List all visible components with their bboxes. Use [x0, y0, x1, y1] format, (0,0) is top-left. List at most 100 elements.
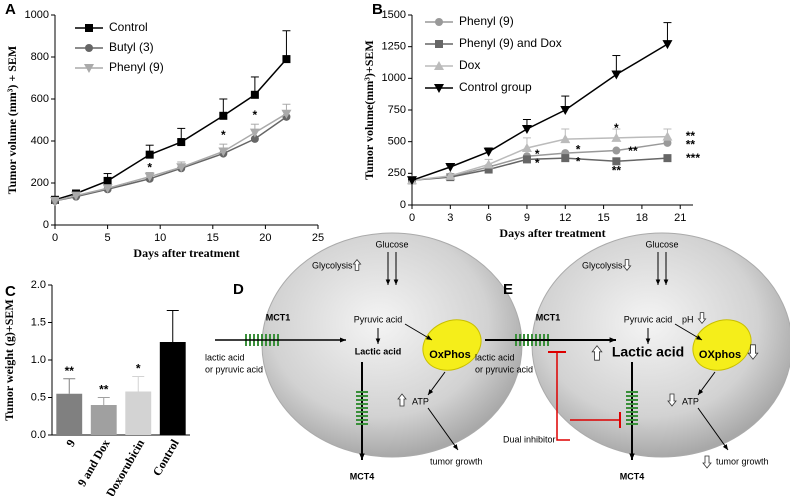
- bar: [125, 391, 152, 435]
- x-tick-label: 21: [674, 212, 686, 224]
- mct1-label: MCT1: [536, 312, 561, 322]
- arrow-head: [609, 337, 616, 343]
- marker: [102, 184, 113, 194]
- marker: [483, 159, 494, 169]
- panel-label: B: [372, 1, 383, 18]
- legend-label: Butyl (3): [109, 40, 154, 54]
- arrow-head: [359, 453, 365, 460]
- glycolysis-label: Glycolysis: [582, 260, 623, 270]
- legend-label: Phenyl (9): [459, 14, 514, 28]
- panel-label: C: [5, 283, 16, 300]
- marker: [103, 176, 112, 185]
- series-line: [54, 113, 287, 202]
- annotation: **: [628, 144, 638, 158]
- marker: [560, 106, 571, 115]
- ph-label: pH: [682, 314, 694, 324]
- marker: [407, 176, 417, 186]
- oxphos-label: OXphos: [699, 349, 741, 361]
- mct1-label: MCT1: [266, 312, 291, 322]
- mitochondrion: [422, 319, 482, 371]
- inhibition-line: [556, 352, 570, 441]
- arrow-head: [645, 338, 651, 344]
- marker: [144, 172, 155, 182]
- y-tick-label: 400: [31, 135, 49, 147]
- y-tick-label: 600: [31, 93, 49, 105]
- annotation: *: [221, 128, 226, 142]
- bar: [90, 405, 117, 435]
- annotation: **: [612, 164, 622, 178]
- panel-label: D: [233, 281, 244, 298]
- x-tick-label: 0: [52, 232, 58, 244]
- pyruvic-label: Pyruvic acid: [624, 314, 673, 324]
- x-tick-label: 9: [524, 212, 530, 224]
- oxphos-label: OxPhos: [429, 349, 471, 361]
- legend-marker: [85, 44, 93, 52]
- change-arrow: [667, 393, 677, 407]
- legend-label: Control group: [459, 80, 532, 94]
- change-arrow: [591, 345, 603, 361]
- change-arrow: [397, 393, 407, 407]
- atp-label: ATP: [682, 396, 699, 406]
- x-tick-label: 15: [597, 212, 609, 224]
- legend-label: Dox: [459, 58, 480, 72]
- y-axis-title: Tumor volume (mm³) + SEM: [5, 46, 19, 194]
- growth-label: tumor growth: [430, 456, 483, 466]
- marker: [611, 132, 622, 142]
- marker: [484, 165, 493, 174]
- lactic-label: Lactic acid: [612, 344, 684, 360]
- legend-marker: [435, 18, 443, 26]
- y-tick-label: 1.5: [31, 316, 46, 328]
- y-tick-label: 0.5: [31, 391, 46, 403]
- lactic-label: Lactic acid: [355, 346, 402, 356]
- legend-label: Control: [109, 20, 148, 34]
- annotation: ***: [686, 151, 700, 165]
- arrow-head: [655, 279, 661, 285]
- x-tick-label: 0: [409, 212, 415, 224]
- x-tick-label: 6: [486, 212, 492, 224]
- annotation: **: [686, 129, 696, 143]
- input-label: or pyruvic acid: [205, 364, 263, 374]
- change-arrow: [697, 312, 707, 325]
- x-tick-label: 5: [105, 232, 111, 244]
- annotation: **: [686, 138, 696, 152]
- y-tick-label: 2.0: [31, 279, 46, 291]
- y-tick-label: 1000: [382, 72, 406, 84]
- x-tick-label: 3: [447, 212, 453, 224]
- marker: [219, 111, 228, 120]
- marker: [483, 147, 494, 157]
- annotation: *: [136, 362, 141, 376]
- legend-marker: [85, 24, 93, 32]
- marker: [662, 131, 673, 141]
- legend-marker: [434, 84, 444, 93]
- atp-label: ATP: [412, 396, 429, 406]
- input-label: or pyruvic acid: [475, 364, 533, 374]
- panel-label: A: [5, 1, 16, 18]
- marker: [50, 196, 60, 206]
- arrow-head: [428, 389, 434, 395]
- cell: [261, 232, 523, 458]
- marker: [612, 146, 621, 155]
- annotation: *: [535, 156, 540, 170]
- marker: [218, 147, 229, 157]
- x-tick-label: 20: [259, 232, 271, 244]
- arrow-head: [629, 453, 635, 460]
- mct4-label: MCT4: [620, 471, 645, 481]
- bar: [159, 342, 186, 435]
- annotation: *: [576, 143, 581, 157]
- x-tick-label: 9: [63, 437, 78, 449]
- y-tick-label: 800: [31, 51, 49, 63]
- marker: [521, 143, 532, 152]
- glycolysis-label: Glycolysis: [312, 260, 353, 270]
- y-axis-title: Tumor weight (g)+SEM: [2, 299, 16, 421]
- arrow-head: [375, 338, 381, 344]
- marker: [249, 128, 260, 138]
- marker: [560, 134, 571, 144]
- marker: [282, 55, 291, 64]
- arrow-head: [393, 279, 399, 285]
- arrow-head: [340, 337, 346, 343]
- input-label: lactic acid: [475, 352, 515, 362]
- x-tick-label: 25: [312, 232, 324, 244]
- mct4-label: MCT4: [350, 471, 375, 481]
- y-axis-title: Tumor volume(mm³)+SEM: [362, 40, 376, 179]
